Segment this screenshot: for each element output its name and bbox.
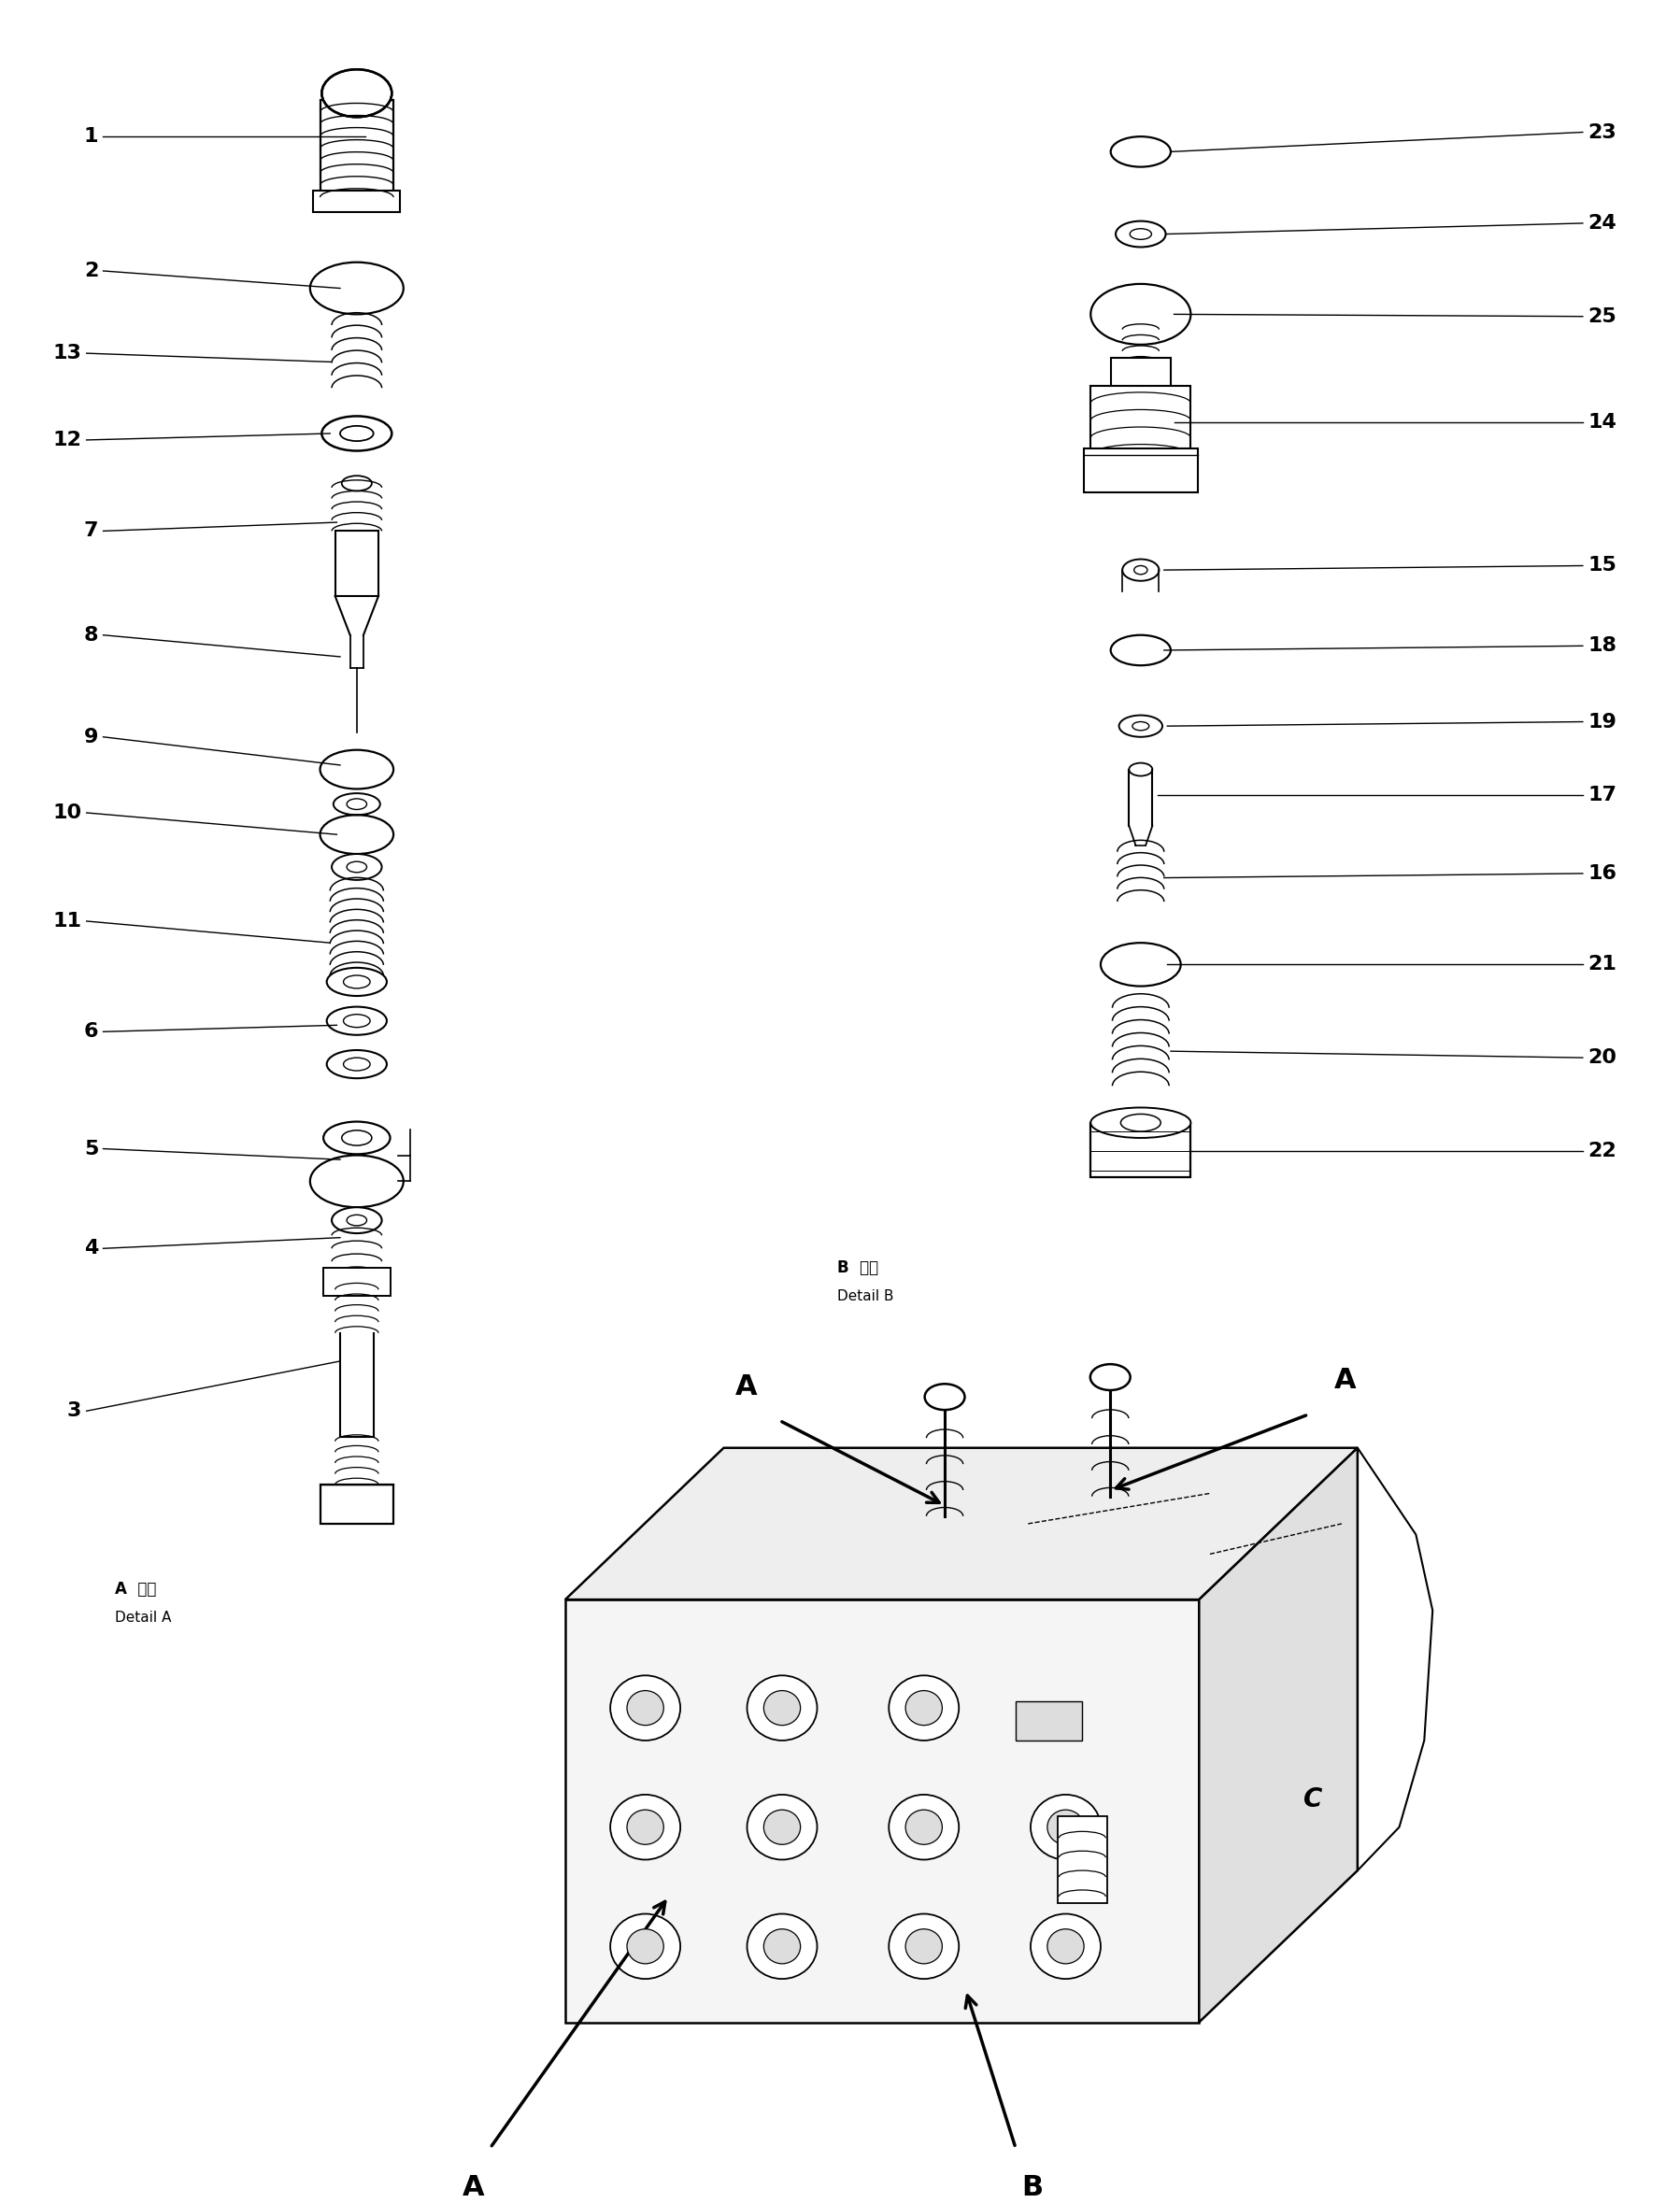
Ellipse shape bbox=[1119, 716, 1163, 738]
Ellipse shape bbox=[331, 855, 381, 879]
Ellipse shape bbox=[763, 1930, 800, 1963]
Ellipse shape bbox=[1132, 723, 1149, 731]
Ellipse shape bbox=[1121, 1115, 1161, 1132]
Bar bbox=[1090, 1124, 1189, 1176]
Ellipse shape bbox=[1122, 560, 1159, 582]
Bar bbox=[319, 99, 393, 198]
Text: 24: 24 bbox=[1588, 214, 1616, 234]
Ellipse shape bbox=[346, 861, 366, 872]
Ellipse shape bbox=[1030, 1914, 1100, 1978]
Ellipse shape bbox=[346, 800, 366, 809]
Ellipse shape bbox=[343, 1057, 370, 1071]
Bar bbox=[1015, 1701, 1082, 1740]
Text: 10: 10 bbox=[52, 804, 82, 822]
Ellipse shape bbox=[906, 1811, 942, 1844]
Polygon shape bbox=[564, 1599, 1198, 2022]
Ellipse shape bbox=[627, 1690, 664, 1725]
Ellipse shape bbox=[627, 1811, 664, 1844]
Ellipse shape bbox=[331, 1207, 381, 1234]
Bar bbox=[1057, 1815, 1107, 1903]
Text: 2: 2 bbox=[84, 262, 97, 280]
Ellipse shape bbox=[763, 1690, 800, 1725]
Text: 8: 8 bbox=[84, 626, 97, 645]
Ellipse shape bbox=[906, 1690, 942, 1725]
Text: 23: 23 bbox=[1588, 123, 1616, 141]
Ellipse shape bbox=[326, 1051, 386, 1077]
Ellipse shape bbox=[339, 425, 373, 441]
Text: B  詳細: B 詳細 bbox=[837, 1260, 879, 1276]
Text: A: A bbox=[462, 2174, 484, 2201]
Text: 21: 21 bbox=[1588, 956, 1616, 974]
Ellipse shape bbox=[1090, 1108, 1189, 1139]
Bar bbox=[334, 531, 378, 597]
Text: 13: 13 bbox=[52, 344, 82, 363]
Ellipse shape bbox=[321, 416, 391, 452]
Text: 19: 19 bbox=[1588, 712, 1616, 731]
Text: 4: 4 bbox=[84, 1238, 97, 1258]
Text: 3: 3 bbox=[67, 1401, 82, 1421]
Bar bbox=[1084, 449, 1196, 491]
Ellipse shape bbox=[321, 68, 391, 117]
Text: C: C bbox=[1304, 1787, 1322, 1813]
Ellipse shape bbox=[333, 793, 380, 815]
Text: 1: 1 bbox=[84, 128, 97, 145]
Ellipse shape bbox=[746, 1676, 816, 1740]
Ellipse shape bbox=[924, 1383, 964, 1410]
Ellipse shape bbox=[610, 1795, 680, 1859]
Ellipse shape bbox=[1129, 762, 1152, 775]
Text: 5: 5 bbox=[84, 1139, 97, 1159]
Ellipse shape bbox=[627, 1930, 664, 1963]
Text: 22: 22 bbox=[1588, 1141, 1616, 1161]
Text: 25: 25 bbox=[1588, 306, 1616, 326]
Polygon shape bbox=[1198, 1447, 1357, 2022]
Text: 16: 16 bbox=[1588, 864, 1616, 883]
Bar bbox=[312, 192, 400, 211]
Text: 20: 20 bbox=[1588, 1049, 1616, 1066]
Ellipse shape bbox=[1090, 1364, 1129, 1390]
Text: 7: 7 bbox=[84, 522, 97, 540]
Ellipse shape bbox=[1047, 1930, 1084, 1963]
Ellipse shape bbox=[1030, 1795, 1100, 1859]
Ellipse shape bbox=[326, 967, 386, 996]
Ellipse shape bbox=[1047, 1811, 1084, 1844]
Ellipse shape bbox=[346, 1214, 366, 1225]
Text: 18: 18 bbox=[1588, 637, 1616, 654]
Ellipse shape bbox=[343, 1013, 370, 1027]
Text: 9: 9 bbox=[84, 727, 97, 747]
Text: 14: 14 bbox=[1588, 414, 1616, 432]
Text: A  詳細: A 詳細 bbox=[114, 1580, 156, 1597]
Ellipse shape bbox=[906, 1930, 942, 1963]
Text: 12: 12 bbox=[52, 430, 82, 449]
Bar bbox=[323, 1269, 390, 1295]
Text: Detail A: Detail A bbox=[114, 1610, 171, 1624]
Text: 15: 15 bbox=[1588, 557, 1616, 575]
Ellipse shape bbox=[341, 1130, 371, 1146]
Ellipse shape bbox=[323, 1121, 390, 1154]
Ellipse shape bbox=[1116, 220, 1164, 247]
Text: 17: 17 bbox=[1588, 786, 1616, 804]
Ellipse shape bbox=[889, 1914, 958, 1978]
Polygon shape bbox=[564, 1447, 1357, 1599]
Bar bbox=[319, 1485, 393, 1524]
Ellipse shape bbox=[610, 1914, 680, 1978]
Ellipse shape bbox=[889, 1795, 958, 1859]
Ellipse shape bbox=[1134, 566, 1147, 575]
Ellipse shape bbox=[763, 1811, 800, 1844]
Bar bbox=[1110, 357, 1169, 392]
Text: B: B bbox=[1021, 2174, 1043, 2201]
Text: A: A bbox=[734, 1372, 758, 1401]
Bar bbox=[1090, 386, 1189, 456]
Text: Detail B: Detail B bbox=[837, 1289, 894, 1304]
Text: A: A bbox=[1334, 1368, 1356, 1394]
Ellipse shape bbox=[343, 976, 370, 989]
Ellipse shape bbox=[889, 1676, 958, 1740]
Ellipse shape bbox=[746, 1914, 816, 1978]
Ellipse shape bbox=[610, 1676, 680, 1740]
Ellipse shape bbox=[1129, 229, 1151, 240]
Text: 11: 11 bbox=[52, 912, 82, 930]
Text: 6: 6 bbox=[84, 1022, 97, 1042]
Ellipse shape bbox=[326, 1007, 386, 1035]
Ellipse shape bbox=[746, 1795, 816, 1859]
